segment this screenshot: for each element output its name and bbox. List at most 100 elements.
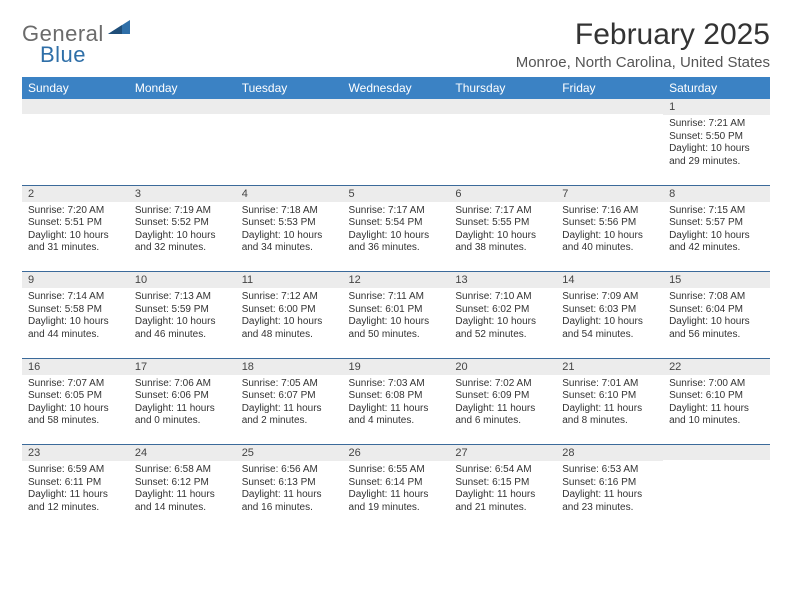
sunset-text: Sunset: 6:02 PM [455, 304, 550, 317]
day-number: 16 [22, 359, 129, 375]
sunrise-text: Sunrise: 7:02 AM [455, 378, 550, 391]
calendar-cell: 25Sunrise: 6:56 AMSunset: 6:13 PMDayligh… [236, 445, 343, 531]
daylight-text: Daylight: 10 hours and 38 minutes. [455, 230, 550, 255]
day-number: 23 [22, 445, 129, 461]
daylight-text: Daylight: 10 hours and 40 minutes. [562, 230, 657, 255]
day-body: Sunrise: 7:16 AMSunset: 5:56 PMDaylight:… [556, 202, 663, 259]
sunset-text: Sunset: 6:08 PM [349, 390, 444, 403]
day-number: 27 [449, 445, 556, 461]
daylight-text: Daylight: 10 hours and 52 minutes. [455, 316, 550, 341]
day-number [22, 99, 129, 114]
calendar-week: 23Sunrise: 6:59 AMSunset: 6:11 PMDayligh… [22, 445, 770, 531]
day-body [236, 114, 343, 121]
calendar-cell: 14Sunrise: 7:09 AMSunset: 6:03 PMDayligh… [556, 272, 663, 358]
calendar-cell: 11Sunrise: 7:12 AMSunset: 6:00 PMDayligh… [236, 272, 343, 358]
daylight-text: Daylight: 11 hours and 4 minutes. [349, 403, 444, 428]
calendar-cell: 18Sunrise: 7:05 AMSunset: 6:07 PMDayligh… [236, 359, 343, 445]
sunrise-text: Sunrise: 7:03 AM [349, 378, 444, 391]
day-body: Sunrise: 7:18 AMSunset: 5:53 PMDaylight:… [236, 202, 343, 259]
day-header: Saturday [663, 77, 770, 99]
calendar-cell [663, 445, 770, 531]
sunrise-text: Sunrise: 6:56 AM [242, 464, 337, 477]
sunset-text: Sunset: 6:13 PM [242, 477, 337, 490]
sunrise-text: Sunrise: 7:21 AM [669, 118, 764, 131]
daylight-text: Daylight: 10 hours and 42 minutes. [669, 230, 764, 255]
sunset-text: Sunset: 5:59 PM [135, 304, 230, 317]
sunset-text: Sunset: 5:51 PM [28, 217, 123, 230]
calendar-cell: 13Sunrise: 7:10 AMSunset: 6:02 PMDayligh… [449, 272, 556, 358]
day-number: 8 [663, 186, 770, 202]
day-number: 12 [343, 272, 450, 288]
daylight-text: Daylight: 10 hours and 44 minutes. [28, 316, 123, 341]
daylight-text: Daylight: 11 hours and 19 minutes. [349, 489, 444, 514]
calendar-cell: 10Sunrise: 7:13 AMSunset: 5:59 PMDayligh… [129, 272, 236, 358]
day-body [22, 114, 129, 121]
daylight-text: Daylight: 11 hours and 14 minutes. [135, 489, 230, 514]
day-body [449, 114, 556, 121]
day-body: Sunrise: 7:13 AMSunset: 5:59 PMDaylight:… [129, 288, 236, 345]
calendar-cell: 22Sunrise: 7:00 AMSunset: 6:10 PMDayligh… [663, 359, 770, 445]
calendar-cell: 1Sunrise: 7:21 AMSunset: 5:50 PMDaylight… [663, 99, 770, 185]
sunset-text: Sunset: 5:52 PM [135, 217, 230, 230]
sunrise-text: Sunrise: 7:14 AM [28, 291, 123, 304]
calendar-cell: 28 Sunrise: 6:53 AMSunset: 6:16 PMDayligh… [556, 445, 663, 531]
sunset-text: Sunset: 5:54 PM [349, 217, 444, 230]
day-number [449, 99, 556, 114]
daylight-text: Daylight: 10 hours and 58 minutes. [28, 403, 123, 428]
sunrise-text: Sunrise: 7:18 AM [242, 205, 337, 218]
calendar-cell: 20Sunrise: 7:02 AMSunset: 6:09 PMDayligh… [449, 359, 556, 445]
day-number: 17 [129, 359, 236, 375]
sunset-text: Sunset: 6:10 PM [669, 390, 764, 403]
sunset-text: Sunset: 6:06 PM [135, 390, 230, 403]
sunrise-text: Sunrise: 7:17 AM [349, 205, 444, 218]
sunset-text: Sunset: 6:01 PM [349, 304, 444, 317]
calendar-cell [22, 99, 129, 185]
sunrise-text: Sunrise: 7:20 AM [28, 205, 123, 218]
sunrise-text: Sunrise: 6:55 AM [349, 464, 444, 477]
sunrise-text: Sunrise: 6:53 AM [562, 464, 657, 477]
day-number: 11 [236, 272, 343, 288]
day-number: 4 [236, 186, 343, 202]
sunset-text: Sunset: 5:56 PM [562, 217, 657, 230]
day-number: 20 [449, 359, 556, 375]
daylight-text: Daylight: 11 hours and 12 minutes. [28, 489, 123, 514]
sunset-text: Sunset: 6:12 PM [135, 477, 230, 490]
calendar-cell [236, 99, 343, 185]
sunset-text: Sunset: 5:55 PM [455, 217, 550, 230]
calendar-table: Sunday Monday Tuesday Wednesday Thursday… [22, 77, 770, 531]
day-number [343, 99, 450, 114]
day-body: Sunrise: 7:14 AMSunset: 5:58 PMDaylight:… [22, 288, 129, 345]
sunrise-text: Sunrise: 7:07 AM [28, 378, 123, 391]
daylight-text: Daylight: 11 hours and 23 minutes. [562, 489, 657, 514]
calendar-week: 2Sunrise: 7:20 AMSunset: 5:51 PMDaylight… [22, 186, 770, 272]
calendar-cell: 27Sunrise: 6:54 AMSunset: 6:15 PMDayligh… [449, 445, 556, 531]
daylight-text: Daylight: 10 hours and 48 minutes. [242, 316, 337, 341]
daylight-text: Daylight: 10 hours and 29 minutes. [669, 143, 764, 168]
day-body: Sunrise: 7:19 AMSunset: 5:52 PMDaylight:… [129, 202, 236, 259]
sunrise-text: Sunrise: 7:17 AM [455, 205, 550, 218]
day-body: Sunrise: 7:08 AMSunset: 6:04 PMDaylight:… [663, 288, 770, 345]
sunset-text: Sunset: 6:03 PM [562, 304, 657, 317]
sunrise-text: Sunrise: 7:15 AM [669, 205, 764, 218]
day-body: Sunrise: 7:15 AMSunset: 5:57 PMDaylight:… [663, 202, 770, 259]
day-body: Sunrise: 7:07 AMSunset: 6:05 PMDaylight:… [22, 375, 129, 432]
calendar-week: 1Sunrise: 7:21 AMSunset: 5:50 PMDaylight… [22, 99, 770, 185]
day-number: 3 [129, 186, 236, 202]
day-number: 19 [343, 359, 450, 375]
logo-word2: Blue [40, 42, 86, 68]
day-header: Sunday [22, 77, 129, 99]
sunset-text: Sunset: 6:14 PM [349, 477, 444, 490]
calendar-week: 9Sunrise: 7:14 AMSunset: 5:58 PMDaylight… [22, 272, 770, 358]
calendar-cell: 21Sunrise: 7:01 AMSunset: 6:10 PMDayligh… [556, 359, 663, 445]
day-header-row: Sunday Monday Tuesday Wednesday Thursday… [22, 77, 770, 99]
day-number: 28 [556, 445, 663, 461]
day-body: Sunrise: 7:12 AMSunset: 6:00 PMDaylight:… [236, 288, 343, 345]
day-header: Friday [556, 77, 663, 99]
sunset-text: Sunset: 6:10 PM [562, 390, 657, 403]
day-body [129, 114, 236, 121]
day-body: Sunrise: 7:20 AMSunset: 5:51 PMDaylight:… [22, 202, 129, 259]
sunset-text: Sunset: 6:07 PM [242, 390, 337, 403]
sunset-text: Sunset: 6:16 PM [562, 477, 657, 490]
calendar-week: 16Sunrise: 7:07 AMSunset: 6:05 PMDayligh… [22, 359, 770, 445]
day-number: 22 [663, 359, 770, 375]
